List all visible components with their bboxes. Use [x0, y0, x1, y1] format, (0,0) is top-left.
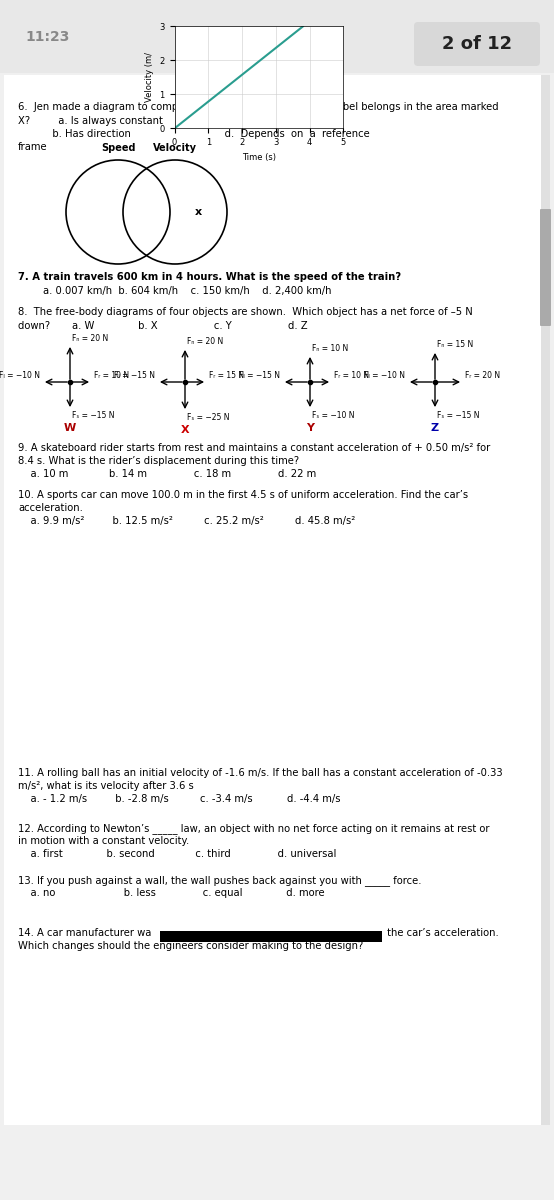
Text: the car’s acceleration.: the car’s acceleration. — [384, 928, 499, 938]
Text: 6.  Jen made a diagram to compare speed and velocity.  Which label belongs in th: 6. Jen made a diagram to compare speed a… — [18, 102, 499, 112]
Text: Fₙ = 15 N: Fₙ = 15 N — [437, 340, 473, 349]
Text: b. Has direction                              d.  Depends  on  a  reference: b. Has direction d. Depends on a referen… — [18, 128, 370, 139]
Text: 11. A rolling ball has an initial velocity of -1.6 m/s. If the ball has a consta: 11. A rolling ball has an initial veloci… — [18, 768, 502, 778]
Text: a. 9.9 m/s²         b. 12.5 m/s²          c. 25.2 m/s²          d. 45.8 m/s²: a. 9.9 m/s² b. 12.5 m/s² c. 25.2 m/s² d.… — [18, 516, 355, 526]
Text: Fₛ = −25 N: Fₛ = −25 N — [187, 413, 229, 422]
Text: Fᵣ = 10 N: Fᵣ = 10 N — [94, 371, 129, 380]
Text: Fₙ = 10 N: Fₙ = 10 N — [312, 344, 348, 353]
Text: 2 of 12: 2 of 12 — [442, 35, 512, 53]
Text: Fₛ = −15 N: Fₛ = −15 N — [72, 410, 115, 420]
Text: Y: Y — [306, 422, 314, 433]
X-axis label: Time (s): Time (s) — [242, 152, 276, 162]
Text: Fₗ = −15 N: Fₗ = −15 N — [239, 371, 280, 380]
Bar — [0, 0, 554, 73]
Text: down?       a. W              b. X                  c. Y                  d. Z: down? a. W b. X c. Y d. Z — [18, 320, 307, 331]
FancyBboxPatch shape — [414, 22, 540, 66]
Bar — [541, 74, 550, 1126]
Text: Fᵣ = 10 N: Fᵣ = 10 N — [334, 371, 369, 380]
Text: Fᵣ = 15 N: Fᵣ = 15 N — [209, 371, 244, 380]
Text: acceleration.: acceleration. — [18, 503, 83, 514]
Text: a. - 1.2 m/s         b. -2.8 m/s          c. -3.4 m/s           d. -4.4 m/s: a. - 1.2 m/s b. -2.8 m/s c. -3.4 m/s d. … — [18, 794, 341, 804]
Text: Fₗ = −10 N: Fₗ = −10 N — [364, 371, 405, 380]
Text: 7. A train travels 600 km in 4 hours. What is the speed of the train?: 7. A train travels 600 km in 4 hours. Wh… — [18, 272, 401, 282]
Text: Z: Z — [431, 422, 439, 433]
Text: a. 0.007 km/h  b. 604 km/h    c. 150 km/h    d. 2,400 km/h: a. 0.007 km/h b. 604 km/h c. 150 km/h d.… — [18, 286, 331, 296]
Text: W: W — [64, 422, 76, 433]
Text: Speed: Speed — [101, 143, 135, 152]
Text: m/s², what is its velocity after 3.6 s: m/s², what is its velocity after 3.6 s — [18, 781, 194, 791]
Text: Fₗ = −10 N: Fₗ = −10 N — [0, 371, 40, 380]
Text: Fₙ = 20 N: Fₙ = 20 N — [187, 337, 223, 346]
Bar — [160, 931, 382, 942]
Text: Fᵣ = 20 N: Fᵣ = 20 N — [465, 371, 500, 380]
Text: 10. A sports car can move 100.0 m in the first 4.5 s of uniform acceleration. Fi: 10. A sports car can move 100.0 m in the… — [18, 490, 468, 500]
Text: Fₛ = −15 N: Fₛ = −15 N — [437, 410, 480, 420]
Bar — [4, 74, 550, 1126]
Text: Which changes should the engineers consider making to the design?: Which changes should the engineers consi… — [18, 941, 363, 950]
Text: X: X — [181, 425, 189, 434]
Text: in motion with a constant velocity.: in motion with a constant velocity. — [18, 836, 189, 846]
Text: a. first              b. second             c. third               d. universal: a. first b. second c. third d. universal — [18, 850, 336, 859]
FancyBboxPatch shape — [540, 209, 551, 326]
Y-axis label: Velocity (m/: Velocity (m/ — [145, 53, 154, 102]
Text: 8.4 s. What is the rider’s displacement during this time?: 8.4 s. What is the rider’s displacement … — [18, 456, 299, 466]
Text: Fₛ = −10 N: Fₛ = −10 N — [312, 410, 355, 420]
Text: 14. A car manufacturer wa: 14. A car manufacturer wa — [18, 928, 151, 938]
Text: Fₙ = 20 N: Fₙ = 20 N — [72, 334, 108, 343]
Text: Fₗ = −15 N: Fₗ = −15 N — [114, 371, 155, 380]
Text: frame: frame — [18, 142, 48, 152]
Text: X?         a. Is always constant                    c. Includes magnitude: X? a. Is always constant c. Includes mag… — [18, 116, 336, 126]
Text: a. 10 m             b. 14 m               c. 18 m               d. 22 m: a. 10 m b. 14 m c. 18 m d. 22 m — [18, 469, 316, 479]
Text: 8.  The free-body diagrams of four objects are shown.  Which object has a net fo: 8. The free-body diagrams of four object… — [18, 307, 473, 317]
Text: x: x — [194, 206, 202, 217]
Text: 13. If you push against a wall, the wall pushes back against you with _____ forc: 13. If you push against a wall, the wall… — [18, 875, 422, 886]
Text: b. less               c. equal              d. more: b. less c. equal d. more — [80, 888, 325, 898]
Text: Velocity: Velocity — [153, 143, 197, 152]
Text: 11:23: 11:23 — [25, 30, 69, 44]
Text: 9. A skateboard rider starts from rest and maintains a constant acceleration of : 9. A skateboard rider starts from rest a… — [18, 443, 490, 452]
Text: 12. According to Newton’s _____ law, an object with no net force acting on it re: 12. According to Newton’s _____ law, an … — [18, 823, 490, 834]
Text: a. no: a. no — [18, 888, 55, 898]
